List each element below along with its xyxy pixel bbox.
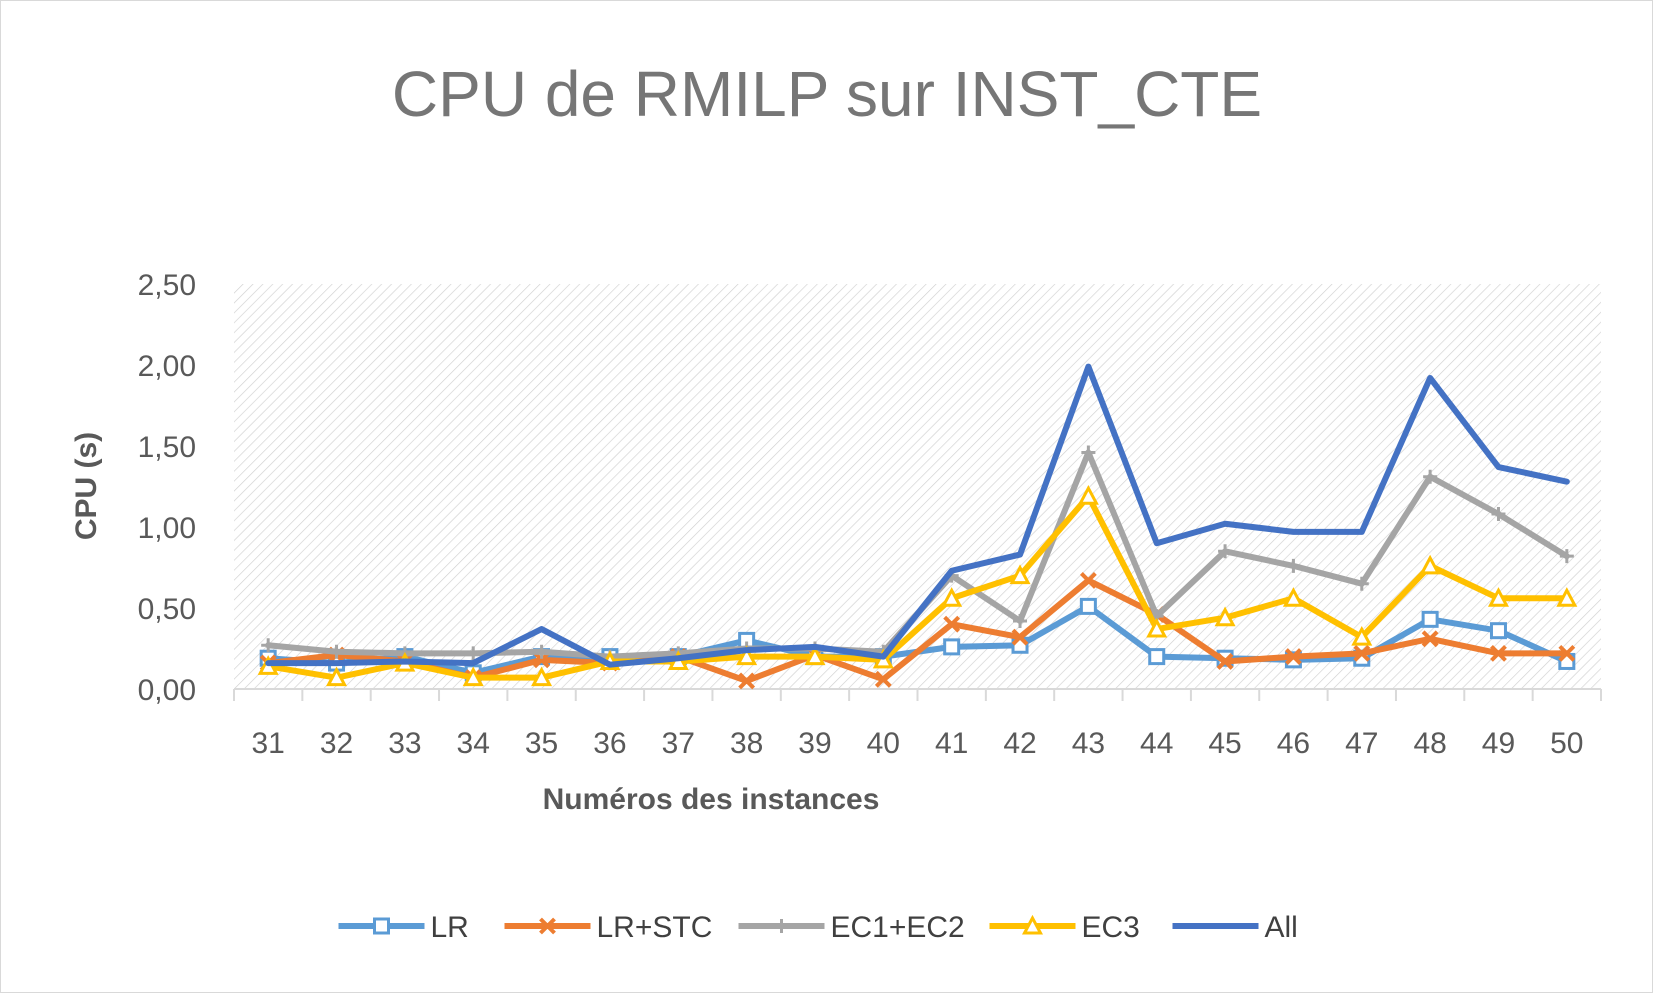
data-point-ec1-ec2 xyxy=(534,644,549,659)
data-point-lr-stc xyxy=(1285,648,1302,666)
legend-item-ec1-ec2: EC1+EC2 xyxy=(738,911,965,944)
series-line-ec3 xyxy=(265,493,1570,681)
data-point-ec1-ec2 xyxy=(1354,576,1369,591)
x-tick-label: 34 xyxy=(457,727,490,760)
x-tick-label: 41 xyxy=(935,727,968,760)
data-point-lr-stc xyxy=(1011,628,1029,646)
data-point-lr-stc xyxy=(1353,644,1371,662)
x-axis-ticks: 31 32 33 34 35 36 37 38 39 40 41 42 43 44 45 46 47 48 49 50 xyxy=(233,689,1602,760)
y-tick-label: 2,50 xyxy=(138,269,196,302)
data-point-ec3 xyxy=(941,587,963,607)
x-tick-label: 40 xyxy=(867,727,900,760)
x-tick-label: 50 xyxy=(1550,727,1583,760)
data-point-ec1-ec2 xyxy=(1559,549,1574,564)
legend: LR LR+STC EC1+EC2 EC3 All xyxy=(338,911,1298,944)
data-point-lr-stc xyxy=(874,670,892,688)
data-point-ec1-ec2 xyxy=(1218,544,1233,559)
data-point-lr-stc xyxy=(738,672,756,690)
y-tick-label: 0,50 xyxy=(138,593,196,626)
x-tick-label: 36 xyxy=(593,727,626,760)
data-point-ec3 xyxy=(736,645,758,666)
chart-title: CPU de RMILP sur INST_CTE xyxy=(392,58,1262,130)
legend-label: LR xyxy=(431,911,469,944)
y-tick-label: 1,50 xyxy=(138,431,196,464)
data-point-ec1-ec2 xyxy=(1081,445,1096,460)
data-point-lr xyxy=(1421,610,1439,628)
legend-label: EC1+EC2 xyxy=(831,911,965,944)
data-point-lr-stc xyxy=(1421,630,1439,648)
data-point-ec3 xyxy=(1487,587,1509,607)
data-point-ec3 xyxy=(804,645,826,666)
legend-item-lr: LR xyxy=(338,911,469,944)
x-tick-label: 48 xyxy=(1413,727,1446,760)
legend-marker xyxy=(774,919,789,933)
legend-marker xyxy=(539,917,556,935)
x-tick-label: 49 xyxy=(1482,727,1515,760)
data-point-lr-stc xyxy=(1558,644,1576,662)
data-point-ec3 xyxy=(462,666,484,687)
x-tick-label: 47 xyxy=(1345,727,1378,760)
data-point-lr xyxy=(1079,597,1097,615)
data-point-ec3 xyxy=(1009,564,1031,585)
data-point-ec1-ec2 xyxy=(1286,558,1301,573)
x-tick-label: 32 xyxy=(320,727,353,760)
x-tick-label: 42 xyxy=(1003,727,1036,760)
x-tick-label: 38 xyxy=(730,727,763,760)
data-point-ec3 xyxy=(1351,625,1373,646)
x-tick-label: 44 xyxy=(1140,727,1173,760)
y-tick-label: 2,00 xyxy=(138,350,196,383)
x-tick-label: 43 xyxy=(1072,727,1105,760)
data-point-ec3 xyxy=(1556,587,1578,607)
x-tick-label: 46 xyxy=(1277,727,1310,760)
data-point-ec1-ec2 xyxy=(1013,613,1028,628)
legend-marker xyxy=(1022,914,1043,935)
data-point-lr-stc xyxy=(1490,644,1507,662)
data-point-ec1-ec2 xyxy=(329,644,344,659)
x-tick-label: 39 xyxy=(798,727,831,760)
data-point-lr-stc xyxy=(943,615,961,633)
data-point-lr-stc xyxy=(1079,572,1097,589)
x-tick-label: 37 xyxy=(662,727,695,760)
data-point-ec3 xyxy=(1214,606,1236,627)
legend-marker xyxy=(373,917,390,935)
legend-item-all: All xyxy=(1172,911,1298,944)
data-point-ec3 xyxy=(1146,617,1168,638)
data-point-ec3 xyxy=(1282,587,1304,607)
data-point-ec3 xyxy=(1077,485,1099,505)
legend-label: LR+STC xyxy=(597,911,713,944)
data-point-lr-stc xyxy=(1216,653,1234,670)
series-layer xyxy=(257,363,1578,690)
x-tick-label: 45 xyxy=(1208,727,1241,760)
y-axis-ticks: 0,00 0,50 1,00 1,50 2,00 2,50 xyxy=(138,269,196,707)
y-tick-label: 0,00 xyxy=(138,674,196,707)
data-point-ec1-ec2 xyxy=(466,646,481,661)
x-tick-label: 31 xyxy=(251,727,284,760)
legend-label: EC3 xyxy=(1082,911,1140,944)
data-point-ec3 xyxy=(531,666,553,687)
data-point-lr xyxy=(943,638,961,656)
data-point-ec1-ec2 xyxy=(1491,507,1506,522)
data-point-ec1-ec2 xyxy=(261,638,276,653)
x-axis-title: Numéros des instances xyxy=(543,783,880,816)
data-point-lr xyxy=(1489,622,1507,640)
data-point-ec3 xyxy=(326,666,348,687)
data-point-ec1-ec2 xyxy=(1423,469,1438,484)
data-point-ec3 xyxy=(1419,554,1441,575)
series-line-all xyxy=(265,363,1570,668)
legend-item-lr-stc: LR+STC xyxy=(504,911,713,944)
series-all xyxy=(265,363,1570,668)
data-point-lr xyxy=(1148,648,1166,666)
y-tick-label: 1,00 xyxy=(138,512,196,545)
data-point-lr-stc xyxy=(533,651,550,669)
x-tick-label: 35 xyxy=(525,727,558,760)
y-axis-title: CPU (s) xyxy=(70,432,103,540)
legend-item-ec3: EC3 xyxy=(989,911,1140,944)
x-tick-label: 33 xyxy=(388,727,421,760)
legend-label: All xyxy=(1265,911,1298,944)
